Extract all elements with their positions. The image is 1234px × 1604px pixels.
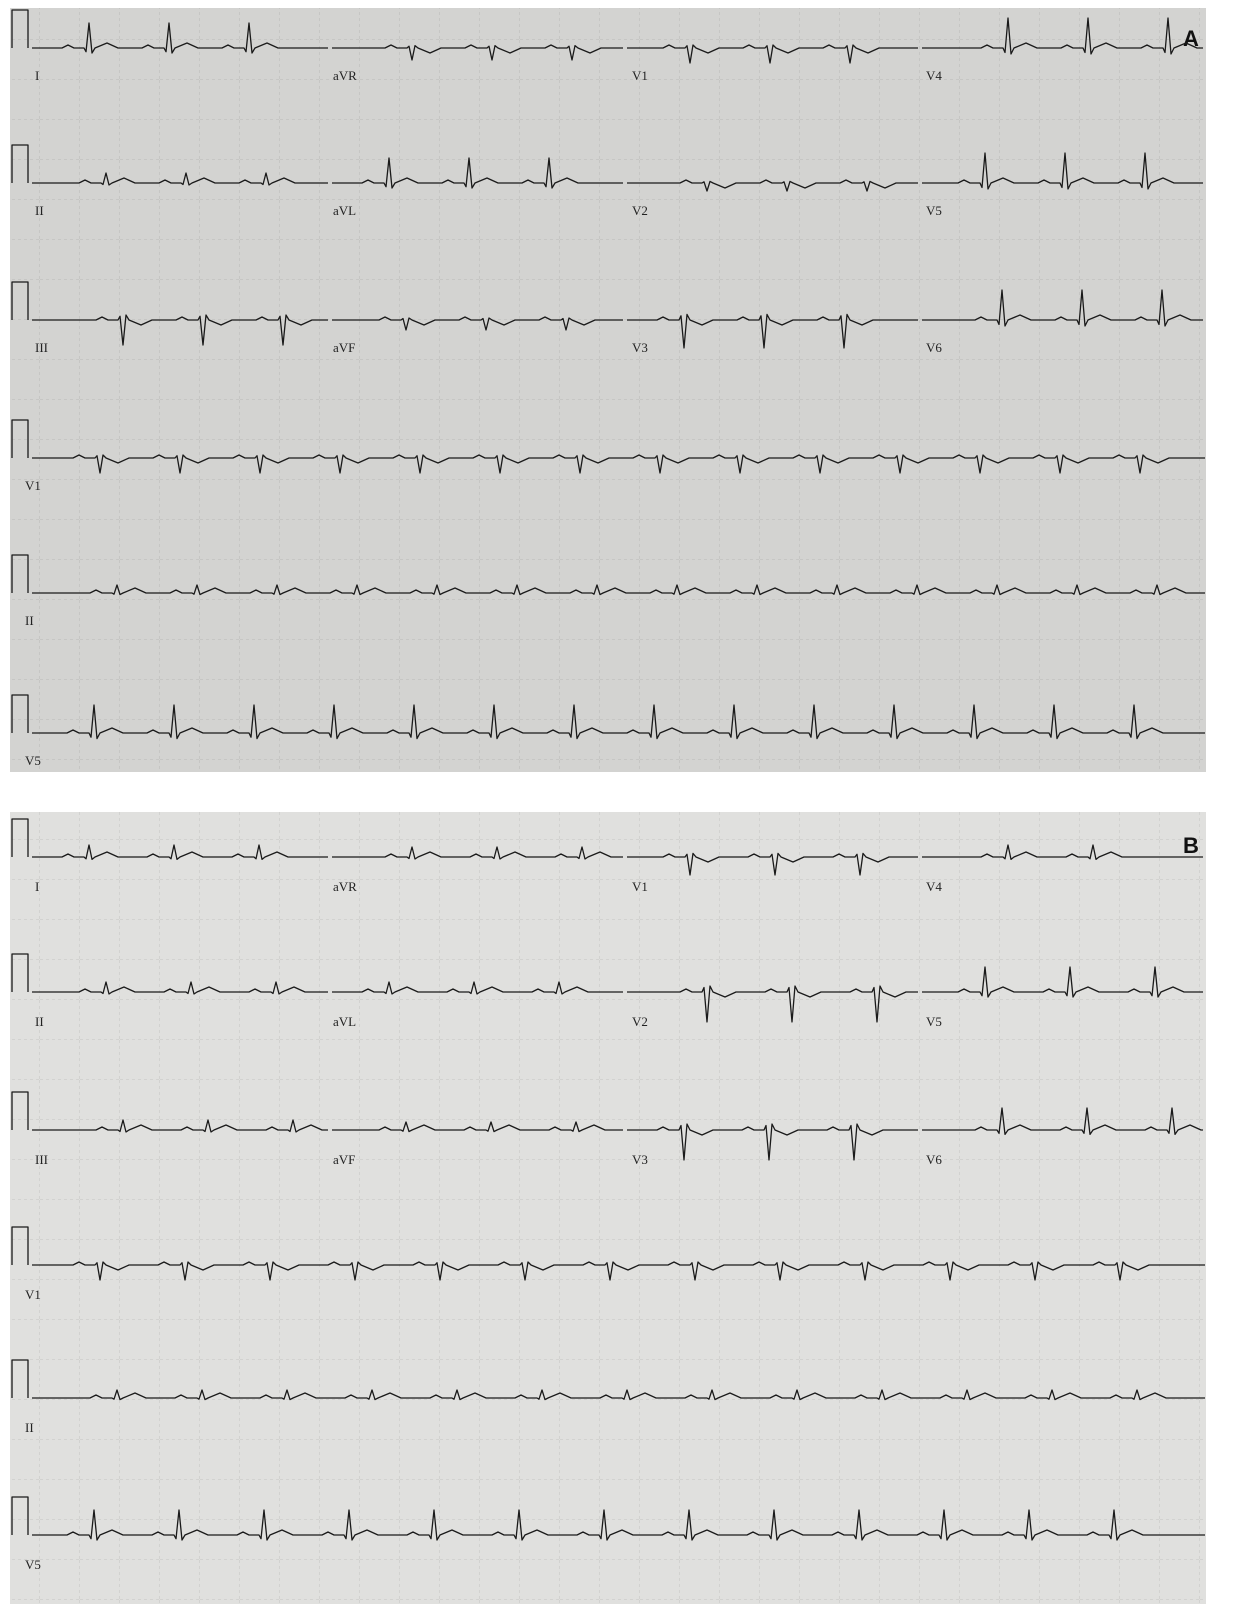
ecg-trace bbox=[922, 966, 1203, 998]
ecg-trace bbox=[32, 844, 328, 861]
calibration-pulse bbox=[11, 1496, 29, 1535]
ecg-trace bbox=[332, 1121, 623, 1133]
ecg-trace bbox=[332, 846, 623, 860]
lead-label: aVF bbox=[333, 1152, 355, 1167]
ecg-trace bbox=[32, 704, 1205, 740]
panel-b-grid bbox=[10, 812, 1206, 1604]
lead-label: aVR bbox=[333, 879, 357, 894]
calibration-pulse bbox=[11, 554, 29, 593]
lead-label: V5 bbox=[25, 753, 41, 768]
lead-label: V1 bbox=[25, 478, 41, 493]
ecg-trace bbox=[922, 17, 1203, 55]
ecg-trace bbox=[32, 314, 328, 346]
ecg-trace bbox=[332, 316, 623, 331]
lead-label: V5 bbox=[926, 203, 942, 218]
ecg-trace bbox=[32, 1119, 328, 1133]
lead-label: aVL bbox=[333, 203, 356, 218]
lead-label: V5 bbox=[926, 1014, 942, 1029]
lead-label: II bbox=[35, 1014, 44, 1029]
lead-label: II bbox=[25, 1420, 34, 1435]
ecg-trace bbox=[627, 313, 918, 349]
calibration-pulse bbox=[11, 144, 29, 183]
lead-label: V3 bbox=[632, 340, 648, 355]
lead-label: V3 bbox=[632, 1152, 648, 1167]
ecg-trace bbox=[32, 172, 328, 186]
ecg-trace bbox=[332, 157, 623, 189]
lead-label: V1 bbox=[632, 879, 648, 894]
lead-label: II bbox=[25, 613, 34, 628]
ecg-trace bbox=[627, 1123, 918, 1161]
lead-label: I bbox=[35, 879, 39, 894]
lead-label: V2 bbox=[632, 1014, 648, 1029]
ecg-trace bbox=[32, 1261, 1205, 1281]
ecg-trace bbox=[922, 152, 1203, 190]
lead-label: II bbox=[35, 203, 44, 218]
calibration-pulse bbox=[11, 419, 29, 458]
ecg-trace bbox=[32, 454, 1205, 474]
ecg-trace bbox=[627, 985, 918, 1023]
panel-label: A bbox=[1183, 26, 1199, 51]
lead-label: V4 bbox=[926, 879, 942, 894]
lead-label: V2 bbox=[632, 203, 648, 218]
calibration-pulse bbox=[11, 694, 29, 733]
ecg-trace bbox=[32, 22, 328, 54]
calibration-pulse bbox=[11, 1359, 29, 1398]
ecg-trace bbox=[32, 584, 1205, 596]
lead-label: I bbox=[35, 68, 39, 83]
ecg-trace bbox=[627, 179, 918, 192]
lead-label: V1 bbox=[632, 68, 648, 83]
panel-label: B bbox=[1183, 833, 1199, 858]
ecg-trace bbox=[32, 1389, 1205, 1401]
ecg-trace bbox=[32, 981, 328, 995]
ecg-trace bbox=[627, 852, 918, 876]
calibration-pulse bbox=[11, 281, 29, 320]
ecg-trace bbox=[332, 44, 623, 61]
calibration-pulse bbox=[11, 1226, 29, 1265]
ecg-trace bbox=[922, 844, 1203, 861]
lead-label: V6 bbox=[926, 1152, 942, 1167]
lead-label: aVF bbox=[333, 340, 355, 355]
lead-label: aVR bbox=[333, 68, 357, 83]
lead-label: III bbox=[35, 340, 48, 355]
lead-label: aVL bbox=[333, 1014, 356, 1029]
ecg-trace bbox=[922, 289, 1203, 327]
ecg-trace bbox=[332, 981, 623, 995]
calibration-pulse bbox=[11, 818, 29, 857]
lead-label: V4 bbox=[926, 68, 942, 83]
ecg-trace bbox=[32, 1509, 1205, 1541]
lead-label: V5 bbox=[25, 1557, 41, 1572]
ecg-trace bbox=[627, 44, 918, 64]
calibration-pulse bbox=[11, 1091, 29, 1130]
calibration-pulse bbox=[11, 953, 29, 992]
calibration-pulse bbox=[11, 9, 29, 48]
panel-a-grid bbox=[10, 8, 1206, 772]
lead-label: V1 bbox=[25, 1287, 41, 1302]
ecg-trace bbox=[922, 1107, 1203, 1136]
lead-label: III bbox=[35, 1152, 48, 1167]
lead-label: V6 bbox=[926, 340, 942, 355]
